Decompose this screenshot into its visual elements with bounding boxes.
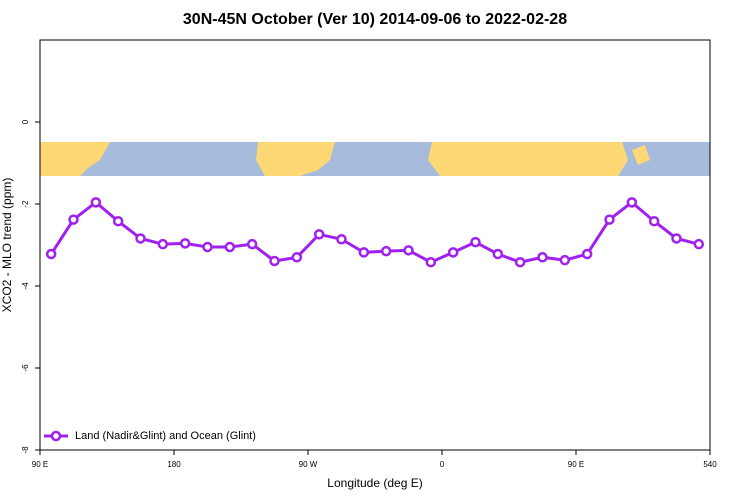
data-point [112,215,124,227]
data-point [537,252,548,263]
chart-title: 30N-45N October (Ver 10) 2014-09-06 to 2… [183,11,567,28]
x-axis-label: Longitude (deg E) [327,476,422,490]
data-point [202,241,213,253]
data-point [514,256,526,268]
y-tick-label: -4 [21,282,30,290]
data-point [336,234,347,245]
data-point [380,245,392,257]
x-tick-label: 540 [703,460,717,469]
data-point [179,238,191,249]
series-line [49,200,700,264]
data-point [246,238,258,250]
y-tick-label: -2 [21,200,30,208]
x-tick-label: 90 E [568,460,584,469]
data-point [68,214,79,225]
data-point [291,252,303,263]
data-point [693,238,705,250]
data-point [559,254,571,266]
y-axis-label: XCO2 - MLO trend (ppm) [0,178,14,313]
data-point [604,214,615,225]
data-point [135,233,146,244]
data-point [626,197,638,208]
data-point [425,256,437,268]
y-tick-label: -6 [21,364,30,372]
data-point [313,229,325,240]
data-point [671,233,682,244]
legend-label: Land (Nadir&Glint) and Ocean (Glint) [75,430,256,442]
y-tick-label: -8 [21,446,30,454]
data-point [45,248,57,260]
data-point [90,197,102,208]
y-tick-label: 0 [21,119,30,124]
data-point [492,248,504,260]
x-tick-label: 0 [440,460,445,469]
legend-marker [50,430,62,442]
data-point [224,241,236,253]
data-point [470,236,481,248]
data-point [648,215,660,227]
data-point [358,247,370,258]
map-band [40,142,710,176]
data-point [157,238,169,250]
x-tick-label: 90 E [32,460,48,469]
data-point [269,255,280,267]
data-point [403,245,414,256]
plot-frame [39,39,711,451]
x-tick-label: 90 W [299,460,318,469]
data-point [447,247,459,258]
data-point [581,248,593,260]
x-tick-label: 180 [167,460,181,469]
